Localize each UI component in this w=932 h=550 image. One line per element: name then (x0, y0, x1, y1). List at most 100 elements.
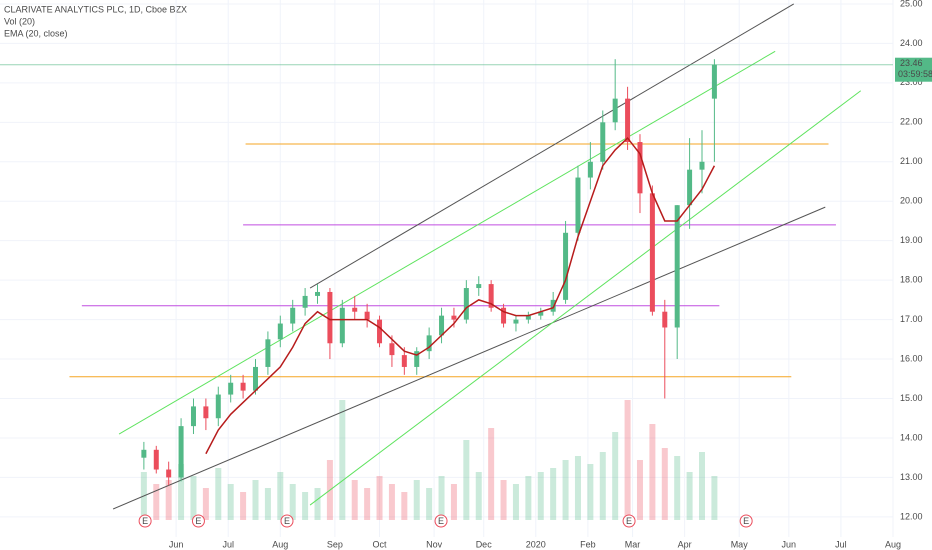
earnings-marker (434, 514, 448, 528)
candle-body (711, 64, 717, 99)
volume-bar (450, 484, 457, 520)
candle-body (687, 169, 693, 206)
chart-title: CLARIVATE ANALYTICS PLC, 1D, Cboe BZX (4, 4, 187, 14)
x-tick-label: Nov (426, 539, 443, 549)
volume-bar (574, 456, 581, 520)
volume-bar (227, 484, 234, 520)
y-tick-label: 24.00 (900, 38, 923, 48)
earnings-marker (191, 514, 205, 528)
y-tick-label: 21.00 (900, 156, 923, 166)
y-tick-label: 14.00 (900, 432, 923, 442)
candle-body (327, 291, 333, 344)
indicator-label: EMA (20, close) (4, 28, 68, 38)
x-tick-label: Oct (373, 539, 388, 549)
candle-body (525, 315, 531, 320)
volume-bar (302, 492, 309, 520)
volume-bar (314, 488, 321, 520)
candle-body (178, 426, 184, 478)
volume-bar (562, 460, 569, 520)
y-tick-label: 19.00 (900, 235, 923, 245)
candle-body (389, 343, 395, 356)
candle-body (265, 339, 271, 367)
candle-body (513, 319, 519, 324)
volume-bar (550, 468, 557, 520)
candle-body (364, 311, 370, 320)
y-tick-label: 25.00 (900, 0, 923, 8)
earnings-label: E (438, 516, 444, 526)
last-price-label: 23.46 (900, 58, 923, 68)
volume-bar (376, 476, 383, 520)
candle-body (290, 307, 296, 324)
volume-bar (153, 484, 160, 520)
candle-body (401, 355, 407, 367)
candle-body (352, 307, 358, 312)
candle-body (575, 177, 581, 233)
y-tick-label: 22.00 (900, 117, 923, 127)
volume-bar (202, 488, 209, 520)
volume-bar (364, 488, 371, 520)
x-tick-label: Sep (327, 539, 343, 549)
candle-body (587, 161, 593, 178)
volume-bar (661, 448, 668, 520)
x-tick-label: 2020 (526, 539, 546, 549)
volume-bar (215, 468, 222, 520)
candle-body (662, 311, 668, 328)
volume-bar (252, 480, 259, 520)
x-tick-label: Jun (169, 539, 184, 549)
volume-bar (537, 472, 544, 520)
x-tick-label: Aug (885, 539, 901, 549)
candle-body (141, 449, 147, 458)
earnings-marker (622, 514, 636, 528)
trend-line (118, 50, 776, 435)
candle-body (463, 288, 469, 320)
volume-bar (351, 480, 358, 520)
countdown-label: 03:59:58 (898, 69, 932, 79)
trend-line (112, 206, 826, 510)
earnings-marker (138, 514, 152, 528)
volume-bar (178, 464, 185, 520)
volume-bar (388, 484, 395, 520)
volume-bar (525, 476, 532, 520)
candle-body (637, 142, 643, 194)
volume-bar (277, 472, 284, 520)
candle-body (240, 382, 246, 391)
candle-body (488, 284, 494, 308)
x-tick-label: Feb (580, 539, 596, 549)
candle-body (699, 161, 705, 170)
candle-body (612, 98, 618, 123)
volume-bar (587, 464, 594, 520)
x-tick-label: Mar (625, 539, 641, 549)
x-tick-label: May (731, 539, 749, 549)
volume-bar (599, 452, 606, 520)
x-tick-label: Dec (476, 539, 493, 549)
candle-body (674, 205, 680, 328)
volume-bar (711, 476, 718, 520)
candle-body (277, 323, 283, 340)
y-tick-label: 13.00 (900, 472, 923, 482)
candle-body (153, 449, 159, 470)
x-tick-label: Jun (782, 539, 797, 549)
volume-bar (512, 484, 519, 520)
candle-body (649, 193, 655, 312)
volume-bar (401, 492, 408, 520)
last-price-box (895, 57, 932, 82)
candle-body (476, 284, 482, 289)
x-tick-label: Jul (835, 539, 847, 549)
indicator-label: Vol (20) (4, 16, 35, 26)
candle-body (625, 98, 631, 143)
candle-body (501, 307, 507, 324)
volume-bar (475, 472, 482, 520)
trend-line (309, 90, 862, 506)
volume-bar (698, 452, 705, 520)
volume-bar (413, 480, 420, 520)
volume-bar (339, 400, 346, 520)
candle-body (228, 382, 234, 395)
volume-bar (649, 424, 656, 520)
candle-body (377, 319, 383, 344)
earnings-marker (280, 514, 294, 528)
candle-body (600, 122, 606, 162)
candle-body (302, 295, 308, 308)
candle-body (451, 315, 457, 320)
